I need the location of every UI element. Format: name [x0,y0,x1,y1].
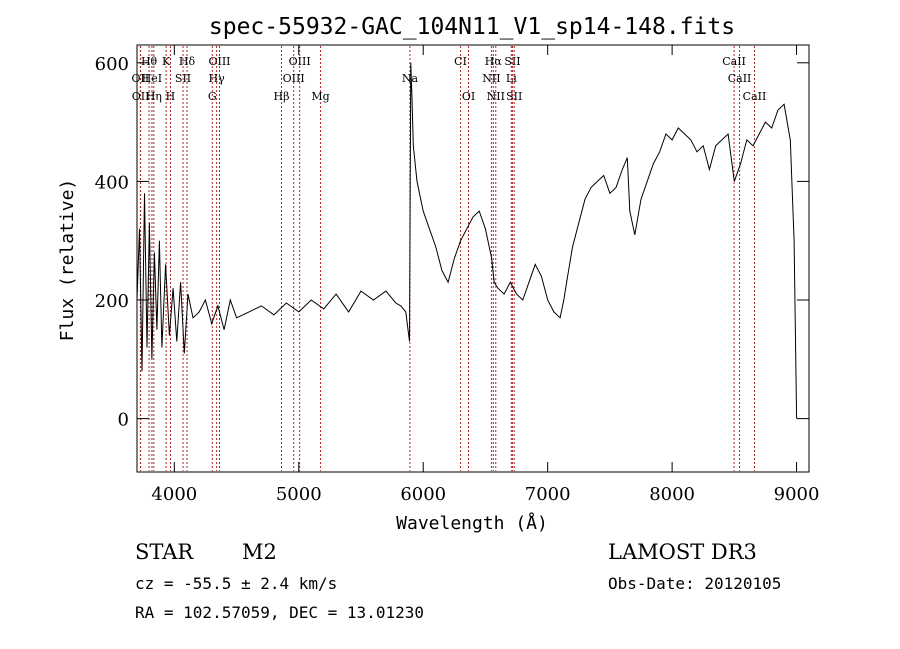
x-tick-label: 6000 [400,484,446,505]
line-marker-label: Hδ [179,55,196,68]
line-marker-label: SII [175,72,191,85]
x-axis-label: Wavelength (Å) [396,512,548,534]
x-tick-label: 9000 [774,484,820,505]
line-marker-label: Li [506,72,517,85]
line-marker-label: Hβ [274,90,290,103]
obs-date-label: Obs-Date: 20120105 [608,574,782,593]
x-tick-label: 5000 [276,484,322,505]
line-marker-label: NII [482,72,500,85]
x-tick-label: 7000 [525,484,571,505]
plot-frame [136,44,810,473]
y-tick-label: 400 [95,172,129,193]
line-marker-label: OI [462,90,475,103]
y-tick-label: 0 [118,410,129,431]
line-marker-label: CaII [743,90,767,103]
line-marker-label: CaII [722,55,746,68]
line-marker-label: Hγ [209,72,226,85]
line-marker-label: Hα [485,55,503,68]
line-marker-label: OII [132,90,150,103]
line-marker-label: SII [504,55,520,68]
line-marker-label: SII [506,90,522,103]
line-marker-label: OIII [283,72,305,85]
chart-title: spec-55932-GAC_104N11_V1_sp14-148.fits [209,14,735,40]
line-marker-label: OIII [208,55,230,68]
y-tick-label: 200 [95,291,129,312]
line-marker-label: Mg [311,90,329,103]
line-marker-label: Hη [146,90,162,103]
line-marker-label: K [162,55,171,68]
subclass-label: M2 [242,540,277,564]
coordinates-label: RA = 102.57059, DEC = 13.01230 [135,603,424,622]
spectrum-line [136,62,798,419]
y-tick-label: 600 [95,54,129,75]
line-marker-label: Hθ [141,55,158,68]
line-marker-label: CaII [728,72,752,85]
survey-label: LAMOST DR3 [608,540,757,564]
redshift-label: cz = -55.5 ± 2.4 km/s [135,574,338,593]
x-tick-label: 4000 [151,484,197,505]
line-marker-label: H [166,90,176,103]
line-marker-label: OIII [289,55,311,68]
line-marker-label: Na [402,72,419,85]
line-marker-label: G [208,90,217,103]
object-class-label: STAR [135,540,194,564]
y-axis-label: Flux (relative) [57,179,78,342]
line-marker-label: NII [487,90,505,103]
axes-group: 4000 5000 6000 7000 8000 9000 0 200 400 600 [95,45,820,505]
line-marker-label: OII [132,72,150,85]
line-marker-group [139,46,755,471]
line-marker-label: HeI [142,72,162,85]
line-marker-label: CI [454,55,467,68]
x-tick-label: 8000 [649,484,695,505]
